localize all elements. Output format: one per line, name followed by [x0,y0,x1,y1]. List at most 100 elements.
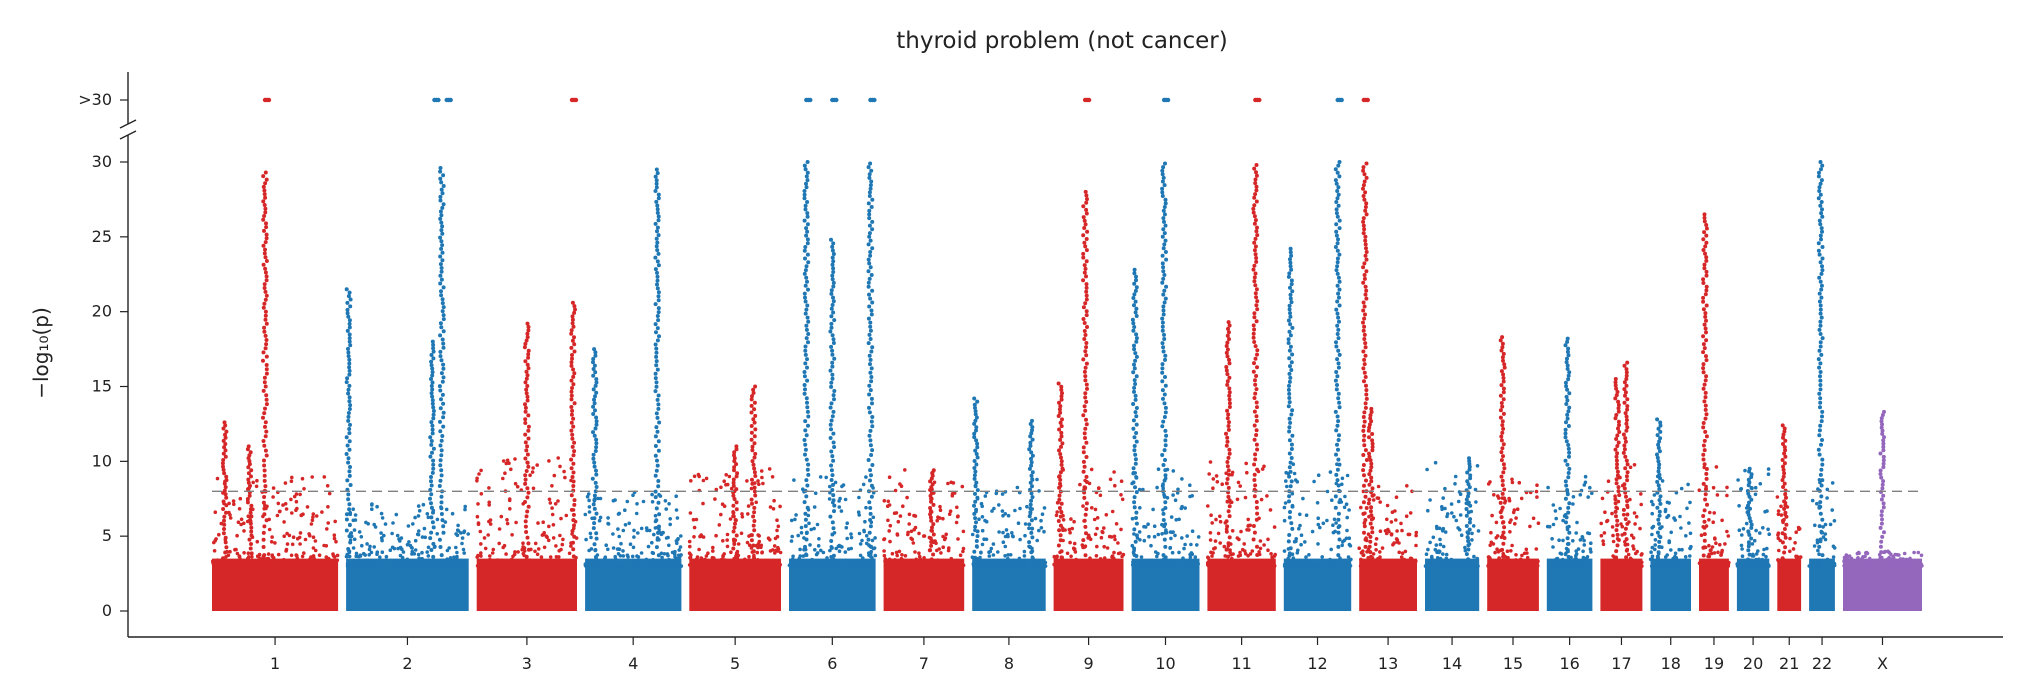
peak-point [246,487,250,492]
peak-point [1499,369,1504,374]
peak-point [1334,387,1339,392]
peak-point [440,205,445,210]
baseline-point [426,563,431,567]
baseline-point [1535,483,1539,488]
peak-point [1625,407,1630,412]
baseline-point [797,556,802,561]
peak-point [1290,564,1295,569]
baseline-point [845,521,849,525]
peak-point [1286,539,1291,544]
peak-point [1133,410,1138,415]
peak-point [247,537,252,542]
peak-point [439,468,444,473]
baseline-point [1535,563,1540,568]
peak-point [1622,400,1627,405]
peak-point [867,332,872,337]
peak-point [973,448,978,453]
baseline-point [383,522,388,526]
baseline-point [894,550,899,555]
peak-point [868,524,873,529]
baseline-point [1112,470,1116,474]
baseline-point [488,554,492,558]
baseline-point [1582,556,1586,561]
baseline-point [374,559,378,564]
baseline-point [1382,564,1386,568]
peak-point [1567,454,1571,459]
baseline-point [1611,554,1615,558]
peak-point [1254,287,1259,292]
peak-point [806,319,811,324]
baseline-point [959,561,963,566]
baseline-point [1105,561,1110,565]
peak-point [1564,420,1568,425]
peak-point [1252,564,1256,569]
peak-point [1367,451,1371,456]
baseline-point [1219,564,1223,568]
peak-point [571,324,576,329]
peak-point [870,424,875,429]
peak-point [592,363,597,368]
baseline-point [1218,519,1223,524]
peak-point [592,347,597,352]
baseline-point [1633,551,1638,556]
baseline-point [289,479,294,484]
baseline-point [426,554,431,558]
peak-point [1082,270,1087,275]
peak-point [1056,381,1061,386]
baseline-point [1214,474,1219,478]
peak-point [264,371,269,376]
baseline-point [503,564,507,568]
peak-point [803,442,808,447]
baseline-point [863,519,867,524]
peak-point [437,537,442,542]
peak-point [1361,194,1366,198]
peak-point [346,294,351,299]
peak-point [804,537,809,542]
peak-point [1058,477,1063,482]
peak-point [431,409,436,413]
peak-point [1334,207,1339,212]
peak-point [1084,297,1089,302]
baseline-point [1055,510,1059,514]
baseline-point [266,552,271,556]
baseline-point [475,564,480,568]
peak-point [1252,279,1257,284]
peak-point [1288,484,1293,489]
baseline-point [817,537,821,541]
baseline-point [558,533,562,538]
peak-point [1132,292,1137,297]
baseline-point [941,516,945,521]
baseline-point [331,564,336,568]
peak-point [831,337,836,342]
peak-point [220,461,225,466]
baseline-point [1317,564,1322,568]
baseline-point [351,507,356,512]
peak-point [223,454,228,459]
peak-point [1615,451,1620,456]
peak-point [264,274,269,279]
baseline-point [1155,554,1159,559]
baseline-point [310,518,315,522]
peak-point [1084,309,1089,314]
peak-point [594,468,598,473]
peak-point [1028,480,1033,485]
peak-point [752,455,757,460]
peak-point [1255,544,1259,549]
baseline-point [1582,543,1587,547]
baseline-point [1282,518,1287,523]
peak-point [751,514,756,519]
baseline-point [913,514,918,518]
baseline-point [391,521,395,525]
peak-point [867,234,872,239]
baseline-point [1610,511,1614,516]
peak-point [1085,197,1089,202]
peak-point [1287,379,1292,384]
baseline-point [944,532,948,537]
baseline-point [479,492,484,496]
peak-point [1363,234,1368,239]
baseline-point [1072,547,1077,552]
peak-point [224,510,228,515]
peak-point [1058,523,1063,528]
data-points [210,97,1924,611]
baseline-point [556,499,560,503]
